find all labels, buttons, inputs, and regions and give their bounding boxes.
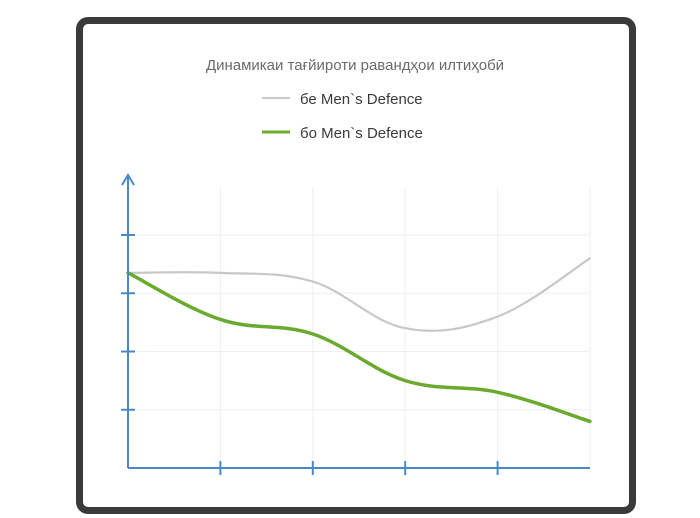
legend: бе Men`s Defence бо Men`s Defence [262, 91, 423, 142]
chart-title: Динамикаи тағйироти равандҳои илтиҳобӣ [206, 57, 504, 74]
series-line-without [126, 257, 592, 332]
grid [128, 187, 591, 468]
legend-label-without: бе Men`s Defence [300, 91, 423, 108]
y-axis-arrow [121, 173, 135, 186]
chart-frame [76, 17, 636, 514]
series-line-with [126, 271, 592, 424]
legend-label-with: бо Men`s Defence [300, 125, 423, 142]
axes [121, 173, 590, 475]
series-layer [126, 257, 592, 424]
